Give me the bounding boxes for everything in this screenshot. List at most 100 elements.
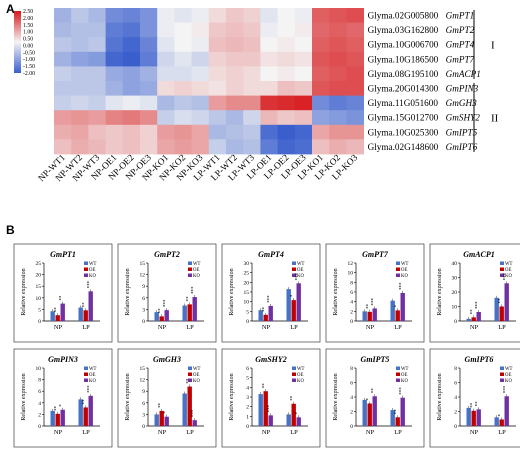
y-tick-label: 15 [36,284,42,290]
legend-label: OE [297,373,303,378]
y-tick-label: 0 [350,424,353,430]
heatmap-cell-0-0 [54,8,72,23]
y-tick-label: 3 [246,395,249,401]
y-tick-label: 6 [142,296,145,302]
heatmap-cell-1-17 [346,22,364,38]
bar-GmPT7-NP-OE [367,311,372,321]
significance-stars: *** [88,280,93,288]
y-tick-label: 10 [348,271,354,277]
y-tick-label: 3 [142,412,145,418]
x-tick-label: NP [262,324,271,331]
heatmap-cell-9-15 [312,139,330,155]
heatmap-cell-8-16 [329,124,347,140]
group-label: I [491,40,495,52]
y-tick-label: 1 [246,414,249,420]
heatmap-cell-0-12 [260,8,278,23]
heatmap-cell-9-8 [191,139,210,155]
legend-label: OE [193,373,199,378]
heatmap-row-id: Glyma.03G162800 [368,25,439,35]
y-tick-label: 30 [244,261,250,267]
y-tick-label: 4 [246,385,249,391]
heatmap-row-gene: GmSHY2 [446,113,481,123]
heatmap-cell-3-13 [277,51,296,67]
legend-label: WT [89,262,97,267]
heatmap-cell-1-3 [105,22,124,38]
heatmap-cell-0-10 [226,8,244,23]
heatmap-cell-1-6 [157,22,175,38]
heatmap-cell-1-14 [294,22,313,38]
heatmap-cell-8-9 [208,124,227,140]
bar-GmPT1-NP-WT [50,311,55,321]
heatmap-cell-7-6 [157,110,175,126]
heatmap-cell-6-8 [191,95,210,111]
bar-GmIPT6-LP-WT [494,417,499,426]
x-tick-label: LP [498,429,506,436]
bar-panel-GmPT1: GmPT1 Relative expression 0 5 10 15 20 25 WTOEKO… [13,243,113,343]
bar-panel-ylabel: Relative expression [333,373,339,420]
legend-swatch-KO [188,273,192,277]
heatmap-cell-3-3 [105,51,124,67]
legend-label: KO [89,274,96,279]
significance-stars: *** [88,385,93,393]
legend-swatch-WT [500,261,504,265]
significance-stars: *** [192,286,197,294]
bar-GmIPT5-LP-OE [395,417,400,426]
legend-swatch-WT [500,366,504,370]
x-tick-label: NP [158,324,167,331]
legend-label: OE [297,268,303,273]
legend-label: KO [89,379,96,384]
heatmap-row-id: Glyma.10G006700 [368,40,439,50]
legend-swatch-WT [188,366,192,370]
legend-label: KO [297,274,304,279]
heatmap: Glyma.02G005800 GmPT1 Glyma.03G162800 GmPT2… [36,8,499,183]
heatmap-cell-1-10 [226,22,244,38]
heatmap-cell-8-6 [157,124,175,140]
heatmap-cell-9-14 [294,139,313,155]
heatmap-cell-1-5 [140,22,158,38]
heatmap-cell-5-1 [71,81,89,96]
heatmap-cell-7-4 [122,110,141,126]
bar-GmGH3-NP-OE [159,410,164,426]
bar-panel-ylabel: Relative expression [229,373,235,420]
bar-panel-frame [221,348,321,448]
legend-label: OE [401,268,407,273]
significance-stars: ** [471,309,476,315]
bar-GmIPT5-LP-WT [390,410,395,426]
heatmap-cell-9-12 [260,139,278,155]
heatmap-cell-1-7 [174,22,192,38]
heatmap-cell-9-3 [105,139,124,155]
heatmap-cell-0-15 [312,8,330,23]
heatmap-cell-9-10 [226,139,244,155]
y-tick-label: 15 [244,290,250,296]
legend-swatch-WT [188,261,192,265]
bar-panel-frame [117,348,217,448]
heatmap-cell-0-8 [191,8,210,23]
bar-panel-title: GmACP1 [463,250,495,259]
heatmap-cell-4-12 [260,66,278,82]
heatmap-cell-8-14 [294,124,313,140]
significance-stars: ** [291,395,296,401]
heatmap-cell-7-10 [226,110,244,126]
heatmap-cell-3-5 [140,51,158,67]
heatmap-cell-6-15 [312,95,330,111]
y-tick-label: 6 [38,389,41,395]
y-tick-label: 2 [246,405,249,411]
bar-GmGH3-LP-KO [192,420,197,426]
heatmap-cell-0-16 [329,8,347,23]
y-tick-label: 12 [140,273,146,279]
significance-stars: *** [192,409,197,417]
y-tick-label: 8 [350,280,353,286]
significance-stars: *** [372,297,377,305]
heatmap-row-gene: GmPT7 [446,54,475,64]
bar-panel-frame [117,243,217,343]
legend-swatch-KO [500,273,504,277]
bar-panel-title: GmGH3 [153,355,181,364]
significance-stars: * [291,294,296,297]
bar-GmPT1-NP-KO [60,303,65,321]
heatmap-cell-2-1 [71,37,89,53]
bar-GmPIN3-LP-OE [83,407,88,426]
bar-GmPT4-LP-OE [291,300,296,321]
colorbar-tick-label: -2.00 [23,71,35,77]
